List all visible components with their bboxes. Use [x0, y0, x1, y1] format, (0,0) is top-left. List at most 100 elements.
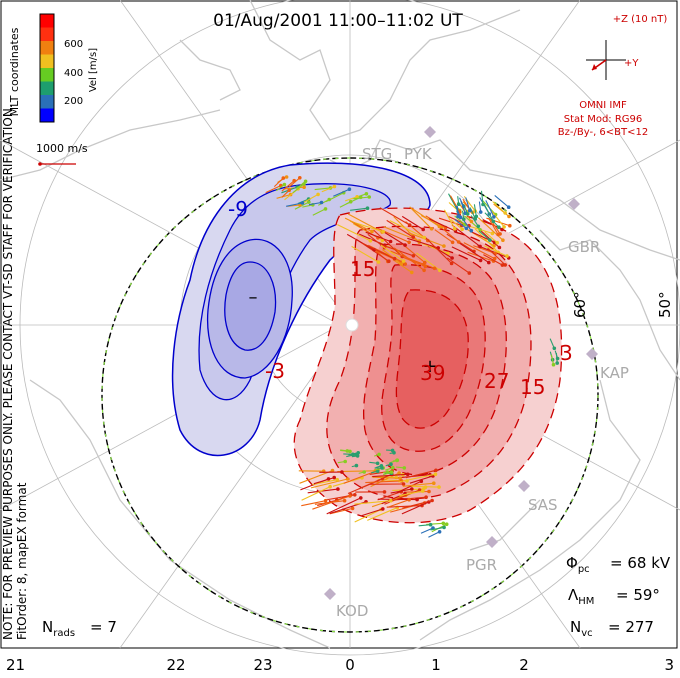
velocity-vector-origin — [492, 220, 496, 224]
velocity-vector-origin — [369, 239, 373, 243]
velocity-vector-origin — [348, 494, 352, 498]
velocity-vector-origin — [408, 223, 412, 227]
colorbar-tick-200: 200 — [64, 96, 83, 107]
n-vc-symbol: Nvc — [570, 618, 593, 639]
velocity-vector-origin — [429, 523, 433, 527]
velocity-vector-origin — [333, 185, 337, 189]
station-kap: KAP — [600, 364, 629, 382]
velocity-vector — [482, 191, 484, 205]
velocity-vector-origin — [479, 210, 483, 214]
mlt-tick-23: 23 — [253, 656, 272, 674]
velocity-vector-origin — [421, 489, 425, 493]
velocity-vector-origin — [427, 490, 431, 494]
velocity-vector-origin — [468, 209, 472, 213]
velocity-vector-origin — [324, 207, 328, 211]
colorbar-swatch — [40, 109, 54, 123]
velocity-vector-origin — [422, 263, 426, 267]
velocity-vector-origin — [451, 241, 455, 245]
velocity-vector-origin — [370, 230, 374, 234]
velocity-vector-origin — [496, 233, 500, 237]
velocity-vector-origin — [508, 224, 512, 228]
velocity-vector-origin — [353, 493, 357, 497]
velocity-vector-origin — [445, 522, 449, 526]
colorbar-tick-600: 600 — [64, 39, 83, 50]
velocity-vector-origin — [348, 187, 352, 191]
colorbar-swatch — [40, 14, 54, 28]
contour-label-pos-1: 15 — [350, 257, 375, 281]
svg-text:–: – — [249, 287, 258, 308]
velocity-scale-dot — [38, 162, 42, 166]
velocity-vector-origin — [478, 228, 482, 232]
velocity-vector-origin — [422, 269, 426, 273]
velocity-vector-origin — [460, 228, 464, 232]
lat-label-50: 50° — [656, 291, 674, 318]
velocity-vector-origin — [340, 470, 344, 474]
velocity-vector-origin — [503, 263, 507, 267]
velocity-vector-origin — [453, 227, 457, 231]
velocity-vector-origin — [282, 176, 286, 180]
velocity-vector-origin — [381, 507, 385, 511]
colorbar-swatch — [40, 68, 54, 82]
station-sas: SAS — [528, 496, 558, 514]
velocity-vector-origin — [349, 200, 353, 204]
contour-label-pos-2: 39 — [420, 361, 445, 385]
station-kod: KOD — [336, 602, 368, 620]
colorbar-swatch — [40, 82, 54, 96]
velocity-vector-origin — [346, 477, 350, 481]
velocity-vector-origin — [479, 259, 483, 263]
velocity-vector — [426, 523, 443, 524]
contour-label-pos-4: 15 — [520, 375, 545, 399]
mlt-tick-21: 21 — [6, 656, 25, 674]
velocity-vector-origin — [466, 212, 470, 216]
velocity-vector-origin — [442, 522, 446, 526]
velocity-vector-origin — [320, 201, 324, 205]
imf-clock-dial — [586, 40, 626, 80]
velocity-vector-origin — [366, 206, 370, 210]
velocity-vector-origin — [287, 189, 291, 193]
velocity-vector-origin — [457, 240, 461, 244]
velocity-vector-origin — [367, 195, 371, 199]
velocity-vector-origin — [442, 244, 446, 248]
velocity-vector-origin — [316, 193, 320, 197]
velocity-vector-origin — [335, 478, 339, 482]
velocity-vector-origin — [395, 459, 399, 463]
velocity-vector-origin — [332, 476, 336, 480]
pole-marker — [346, 319, 358, 331]
velocity-colorbar — [40, 14, 54, 122]
velocity-vector-origin — [351, 507, 355, 511]
station-stg: STG — [362, 145, 392, 163]
contour-label-pos-5: 3 — [560, 341, 573, 365]
velocity-vector-origin — [403, 466, 407, 470]
velocity-vector-origin — [430, 227, 434, 231]
mlt-tick-1: 1 — [431, 656, 441, 674]
lambda-hm-value: = 59° — [616, 586, 660, 604]
velocity-scale-label: 1000 m/s — [36, 142, 88, 155]
velocity-vector-origin — [438, 269, 442, 273]
velocity-vector-origin — [433, 267, 437, 271]
coordinates-label: MLT coordinates — [8, 27, 21, 116]
velocity-vector-origin — [383, 490, 387, 494]
velocity-vector-origin — [470, 229, 474, 233]
velocity-vector-origin — [387, 259, 391, 263]
preview-note: NOTE: FOR PREVIEW PURPOSES ONLY. PLEASE … — [1, 104, 15, 640]
velocity-vector-origin — [359, 496, 363, 500]
velocity-vector-origin — [481, 203, 485, 207]
velocity-vector-origin — [328, 485, 332, 489]
velocity-vector-origin — [410, 271, 414, 275]
velocity-vector-origin — [390, 470, 394, 474]
velocity-vector-origin — [407, 241, 411, 245]
n-rads-symbol: Nrads — [42, 618, 75, 639]
velocity-vector-origin — [415, 498, 419, 502]
mlt-tick-3: 3 — [664, 656, 674, 674]
velocity-vector-origin — [470, 220, 474, 224]
velocity-vector-origin — [503, 211, 507, 215]
mlt-tick-22: 22 — [166, 656, 185, 674]
velocity-vector-origin — [406, 473, 410, 477]
velocity-vector-origin — [343, 499, 347, 503]
velocity-vector-origin — [324, 499, 328, 503]
velocity-vector-origin — [343, 460, 347, 464]
velocity-vector-origin — [555, 361, 559, 365]
velocity-vector-origin — [292, 179, 296, 183]
velocity-vector-origin — [389, 240, 393, 244]
velocity-vector-origin — [552, 363, 556, 367]
